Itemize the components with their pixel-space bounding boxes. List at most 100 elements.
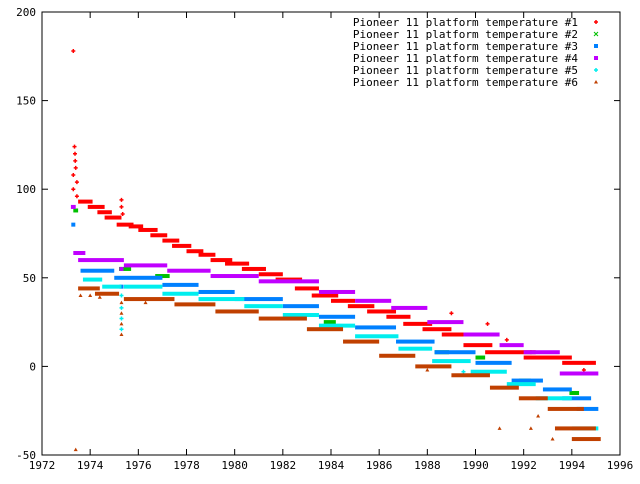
y-tick-label: 100 — [16, 183, 36, 196]
y-tick-label: 0 — [29, 360, 36, 373]
data-segment — [535, 396, 572, 401]
data-segment — [547, 406, 584, 411]
data-segment — [470, 369, 507, 374]
data-segment — [78, 258, 124, 263]
data-segment — [523, 350, 560, 355]
legend-label: Pioneer 11 platform temperature #2 — [353, 28, 578, 41]
data-segment — [415, 364, 452, 369]
data-segment — [128, 224, 144, 229]
data-segment — [506, 382, 536, 387]
data-segment — [398, 346, 433, 351]
data-segment — [463, 332, 500, 337]
data-segment — [172, 243, 192, 248]
data-segment — [432, 359, 471, 364]
legend-marker — [594, 80, 598, 84]
data-segment — [258, 272, 283, 277]
data-point — [71, 222, 76, 227]
x-tick-label: 1972 — [29, 459, 56, 472]
data-segment — [234, 297, 283, 302]
data-segment — [116, 222, 134, 227]
data-segment — [571, 437, 601, 442]
data-segment — [73, 250, 86, 255]
data-segment — [119, 266, 132, 271]
data-point — [119, 197, 124, 202]
data-point — [528, 426, 533, 430]
data-segment — [355, 325, 397, 330]
data-segment — [123, 297, 175, 302]
data-segment — [282, 304, 319, 309]
legend-marker — [594, 56, 598, 60]
data-point — [550, 437, 555, 441]
data-segment — [162, 282, 199, 287]
data-segment — [78, 199, 93, 204]
data-segment — [386, 314, 411, 319]
series-1 — [71, 48, 596, 372]
data-segment — [174, 302, 216, 307]
data-segment — [80, 268, 115, 273]
data-point — [71, 173, 76, 178]
data-segment — [318, 314, 356, 319]
series-6 — [73, 286, 601, 452]
data-segment — [282, 313, 319, 318]
series-4 — [70, 204, 599, 376]
data-segment — [73, 208, 79, 213]
data-segment — [244, 304, 283, 309]
data-point — [73, 158, 78, 163]
y-tick-label: 200 — [16, 6, 36, 19]
x-tick-label: 1996 — [607, 459, 634, 472]
data-segment — [523, 355, 572, 360]
data-segment — [318, 323, 356, 328]
data-segment — [489, 385, 519, 390]
data-segment — [485, 350, 536, 355]
data-point — [119, 332, 124, 337]
data-segment — [78, 286, 100, 291]
data-point — [461, 369, 466, 374]
data-segment — [554, 426, 596, 431]
data-segment — [97, 210, 112, 215]
x-tick-label: 1976 — [125, 459, 152, 472]
series-5 — [82, 277, 599, 431]
data-segment — [562, 396, 592, 401]
legend-marker — [594, 44, 598, 48]
data-point — [119, 266, 124, 271]
legend-marker — [594, 68, 598, 72]
data-segment — [475, 360, 512, 365]
data-segment — [198, 297, 245, 302]
data-segment — [123, 263, 168, 268]
data-segment — [114, 275, 163, 280]
data-point — [512, 382, 517, 387]
data-point — [119, 316, 124, 321]
data-segment — [463, 343, 493, 348]
data-point — [73, 447, 78, 452]
legend-label: Pioneer 11 platform temperature #3 — [353, 40, 578, 53]
data-segment — [355, 334, 399, 339]
data-segment — [396, 339, 435, 344]
data-segment — [559, 371, 599, 376]
data-point — [485, 321, 490, 326]
data-point — [72, 151, 77, 156]
data-segment — [258, 279, 319, 284]
data-point — [119, 293, 124, 298]
data-segment — [150, 233, 168, 238]
data-segment — [82, 277, 103, 282]
legend-label: Pioneer 11 platform temperature #6 — [353, 76, 578, 89]
x-tick-label: 1986 — [366, 459, 393, 472]
data-segment — [391, 305, 428, 310]
x-tick-label: 1988 — [414, 459, 441, 472]
x-tick-label: 1994 — [559, 459, 586, 472]
x-tick-label: 1980 — [221, 459, 248, 472]
data-segment — [518, 396, 548, 401]
series-3 — [71, 222, 599, 411]
data-point — [449, 311, 454, 316]
data-segment — [318, 289, 356, 294]
data-point — [120, 212, 125, 217]
data-segment — [311, 293, 339, 298]
data-segment — [294, 286, 319, 291]
data-segment — [241, 266, 266, 271]
data-segment — [102, 284, 122, 289]
data-segment — [379, 353, 416, 358]
data-segment — [475, 355, 486, 360]
data-segment — [104, 215, 122, 220]
data-point — [74, 194, 79, 199]
